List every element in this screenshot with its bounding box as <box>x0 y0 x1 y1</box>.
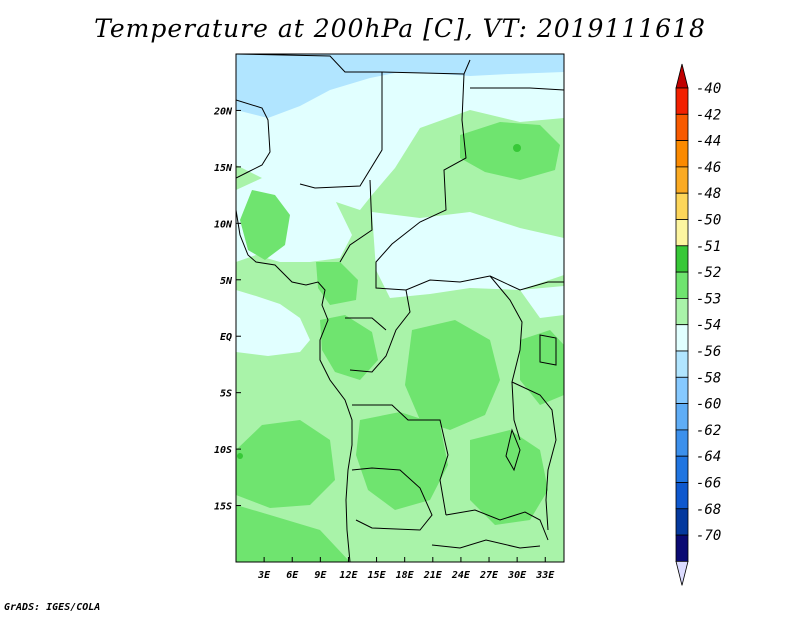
lat-tick-label: 10N <box>214 219 233 230</box>
colorbar: -40 -42 -44 -46 -48 -50 -51 -52 -53 -54 -56 -58 -60 -… <box>675 63 721 586</box>
colorbar-swatch <box>675 455 689 483</box>
lat-tick-label: 5N <box>220 276 233 287</box>
colorbar-swatch <box>675 376 689 404</box>
colorbar-level-label: -40 <box>696 81 721 97</box>
colorbar-level-label: -56 <box>696 344 721 360</box>
lon-tick-label: 33E <box>535 570 555 581</box>
lat-tick-label: 15N <box>214 163 233 174</box>
lon-tick-label: 15E <box>368 570 387 581</box>
colorbar-level-label: -60 <box>696 397 721 413</box>
field-52-zambia <box>470 430 548 525</box>
map-title: Temperature at 200hPa [C], VT: 201911161… <box>94 14 706 43</box>
coastlines-borders <box>236 54 564 562</box>
field-56 <box>236 54 564 118</box>
colorbar-level-label: -70 <box>696 528 721 544</box>
colorbar-level-label: -51 <box>696 239 721 255</box>
lat-tick-label: 20N <box>213 106 233 117</box>
field-52-eastafrica <box>520 330 564 405</box>
lon-tick-label: 24E <box>451 570 471 581</box>
colorbar-swatch <box>675 192 689 220</box>
colorbar-swatch <box>675 534 689 562</box>
grads-credit: GrADS: IGES/COLA <box>4 602 101 613</box>
field-52-angola <box>356 412 448 510</box>
field-52-sudan <box>460 122 560 180</box>
lon-tick-label: 18E <box>396 570 415 581</box>
colorbar-level-label: -50 <box>696 213 721 229</box>
field-52-congo <box>405 320 500 430</box>
colorbar-level-label: -42 <box>696 107 721 123</box>
colorbar-swatch <box>675 219 689 247</box>
lat-tick-label: 5S <box>220 389 232 400</box>
colorbar-swatch <box>675 403 689 431</box>
lon-tick-label: 6E <box>286 570 299 581</box>
colorbar-swatch <box>675 297 689 326</box>
lon-tick-label: 21E <box>423 570 443 581</box>
colorbar-swatch <box>675 245 689 273</box>
colorbar-swatch <box>675 140 689 168</box>
field-52-westafrica <box>240 190 290 260</box>
field-52-southwest <box>236 505 350 562</box>
colorbar-swatch <box>675 271 689 299</box>
colorbar-top-arrow <box>675 63 689 89</box>
colorbar-level-label: -46 <box>696 160 721 176</box>
colorbar-level-label: -58 <box>696 370 721 386</box>
map-frame <box>235 53 565 563</box>
colorbar-level-label: -52 <box>696 265 721 281</box>
field-51-spot <box>237 453 243 459</box>
colorbar-level-label: -44 <box>696 134 721 150</box>
lon-tick-label: 9E <box>314 570 327 581</box>
colorbar-bottom-arrow <box>675 561 689 586</box>
field-52-cameroon <box>316 262 358 305</box>
field-54-east <box>520 286 564 318</box>
colorbar-swatch <box>675 482 689 510</box>
field-51-spot <box>513 144 521 152</box>
colorbar-swatch <box>675 508 689 536</box>
field-54-gulf <box>236 290 310 356</box>
colorbar-swatch <box>675 324 689 352</box>
lat-tick-label: 10S <box>214 445 232 456</box>
colorbar-level-label: -64 <box>696 449 721 465</box>
colorbar-level-label: -62 <box>696 423 721 439</box>
colorbar-swatch <box>675 350 689 378</box>
field-54-central <box>372 212 564 298</box>
lat-tick-label: EQ <box>220 332 232 343</box>
axis-ticks: 3E 6E 9E 12E 15E 18E 21E 24E 27E 30E 33E 20N 15N 10N 5… <box>213 106 555 581</box>
colorbar-level-label: -53 <box>696 291 721 307</box>
colorbar-swatch <box>675 166 689 194</box>
lon-tick-label: 12E <box>339 570 358 581</box>
colorbar-swatch <box>675 429 689 457</box>
field-52-atlantic <box>236 420 335 508</box>
field-52-gabon <box>320 315 378 380</box>
lon-tick-label: 30E <box>507 570 527 581</box>
colorbar-swatch <box>675 113 689 142</box>
colorbar-swatch <box>675 87 689 115</box>
lon-tick-label: 3E <box>257 570 271 581</box>
lon-tick-label: 27E <box>479 570 499 581</box>
colorbar-level-label: -66 <box>696 476 721 492</box>
colorbar-level-label: -68 <box>696 502 721 518</box>
lat-tick-label: 15S <box>214 502 232 513</box>
map-plot-area <box>236 54 564 562</box>
colorbar-level-label: -48 <box>696 186 721 202</box>
colorbar-level-label: -54 <box>696 318 721 334</box>
